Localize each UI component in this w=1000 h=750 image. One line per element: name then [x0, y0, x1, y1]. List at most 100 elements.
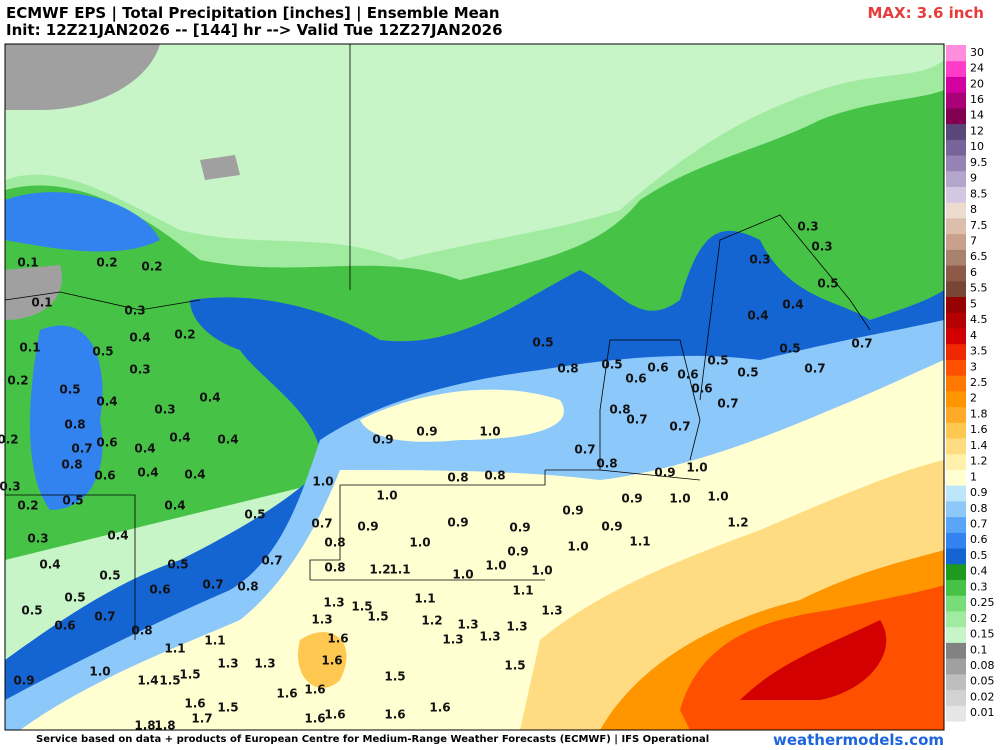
colorbar-label: 1.8 [970, 407, 988, 420]
point-label: 1.6 [384, 708, 405, 722]
point-label: 0.7 [851, 337, 872, 351]
point-label: 0.9 [654, 466, 675, 480]
point-label: 1.7 [191, 712, 212, 726]
point-label: 0.2 [141, 260, 162, 274]
point-label: 1.3 [541, 604, 562, 618]
point-label: 1.0 [376, 489, 397, 503]
colorbar-cell [946, 280, 966, 298]
point-label: 1.3 [506, 620, 527, 634]
colorbar-label: 6.5 [970, 250, 988, 263]
point-label: 1.8 [154, 719, 175, 733]
colorbar-cell [946, 155, 966, 172]
point-label: 0.8 [324, 536, 345, 550]
point-label: 0.7 [626, 413, 647, 427]
point-label: 0.5 [532, 336, 553, 350]
colorbar-label: 0.8 [970, 502, 988, 515]
point-label: 0.8 [64, 418, 85, 432]
point-label: 0.6 [691, 382, 712, 396]
credit: Service based on data + products of Euro… [36, 734, 710, 745]
colorbar-label: 14 [970, 109, 984, 122]
point-label: 0.9 [507, 545, 528, 559]
colorbar-label: 2 [970, 392, 977, 405]
colorbar-label: 30 [970, 46, 984, 59]
point-label: 0.5 [62, 494, 83, 508]
point-label: 1.0 [531, 564, 552, 578]
colorbar-cell [946, 107, 966, 125]
point-label: 1.0 [567, 540, 588, 554]
point-label: 1.5 [179, 668, 200, 682]
point-label: 0.7 [804, 362, 825, 376]
colorbar-label: 3.5 [970, 345, 988, 358]
colorbar-cell [946, 453, 966, 470]
point-label: 1.6 [304, 683, 325, 697]
colorbar-label: 1.6 [970, 423, 988, 436]
point-label: 0.4 [164, 499, 185, 513]
title: ECMWF EPS | Total Precipitation [inches]… [6, 4, 500, 22]
point-label: 1.0 [669, 492, 690, 506]
point-label: 0.5 [64, 591, 85, 605]
colorbar-cell [946, 45, 966, 62]
colorbar-cell [946, 406, 966, 423]
point-label: 0.5 [21, 604, 42, 618]
point-label: 0.3 [27, 532, 48, 546]
colorbar: 0.01 0.02 0.05 0.08 0.1 0.15 0.2 0.25 0.3 0.4 0.5 0… [946, 45, 995, 722]
colorbar-cell [946, 422, 966, 439]
colorbar-label: 5 [970, 297, 977, 310]
point-label: 1.6 [304, 712, 325, 726]
colorbar-label: 0.1 [970, 643, 988, 656]
point-label: 1.0 [479, 425, 500, 439]
colorbar-label: 1 [970, 470, 977, 483]
point-label: 0.5 [92, 345, 113, 359]
point-label: 0.1 [19, 341, 40, 355]
point-label: 1.6 [429, 701, 450, 715]
point-label: 0.5 [737, 366, 758, 380]
site-link[interactable]: weathermodels.com [772, 731, 944, 749]
colorbar-label: 5.5 [970, 282, 988, 295]
colorbar-cell [946, 202, 966, 219]
point-label: 0.2 [17, 499, 38, 513]
point-label: 0.5 [99, 569, 120, 583]
point-label: 0.5 [779, 342, 800, 356]
colorbar-label: 0.3 [970, 580, 988, 593]
colorbar-cell [946, 579, 966, 596]
point-label: 0.4 [96, 395, 117, 409]
colorbar-cell [946, 469, 966, 486]
point-label: 0.1 [31, 296, 52, 310]
colorbar-label: 0.15 [970, 628, 995, 641]
max-label: MAX: 3.6 inch [867, 4, 984, 22]
colorbar-cell [946, 563, 966, 581]
point-label: 0.7 [202, 578, 223, 592]
colorbar-cell [946, 60, 966, 77]
colorbar-label: 20 [970, 77, 984, 90]
point-label: 1.6 [321, 654, 342, 668]
colorbar-cell [946, 375, 966, 392]
point-label: 1.0 [452, 568, 473, 582]
point-label: 0.4 [747, 309, 768, 323]
colorbar-cell [946, 186, 966, 203]
point-label: 0.7 [574, 443, 595, 457]
point-label: 0.9 [416, 425, 437, 439]
colorbar-cell [946, 610, 966, 628]
colorbar-cell [946, 658, 966, 675]
point-label: 1.1 [389, 563, 410, 577]
point-label: 0.9 [447, 516, 468, 530]
colorbar-cell [946, 343, 966, 360]
point-label: 0.3 [749, 253, 770, 267]
point-label: 1.5 [504, 659, 525, 673]
point-label: 1.5 [351, 600, 372, 614]
colorbar-cell [946, 139, 966, 156]
colorbar-cell [946, 123, 966, 140]
colorbar-label: 0.08 [970, 659, 995, 672]
point-label: 1.1 [204, 634, 225, 648]
point-label: 0.9 [562, 504, 583, 518]
point-label: 0.5 [707, 354, 728, 368]
colorbar-label: 7 [970, 235, 977, 248]
point-label: 0.5 [601, 358, 622, 372]
colorbar-label: 2.5 [970, 376, 988, 389]
colorbar-label: 0.6 [970, 533, 988, 546]
point-label: 0.9 [13, 674, 34, 688]
colorbar-cell [946, 265, 966, 282]
point-label: 1.3 [311, 613, 332, 627]
colorbar-cell [946, 705, 966, 722]
point-label: 0.4 [184, 468, 205, 482]
